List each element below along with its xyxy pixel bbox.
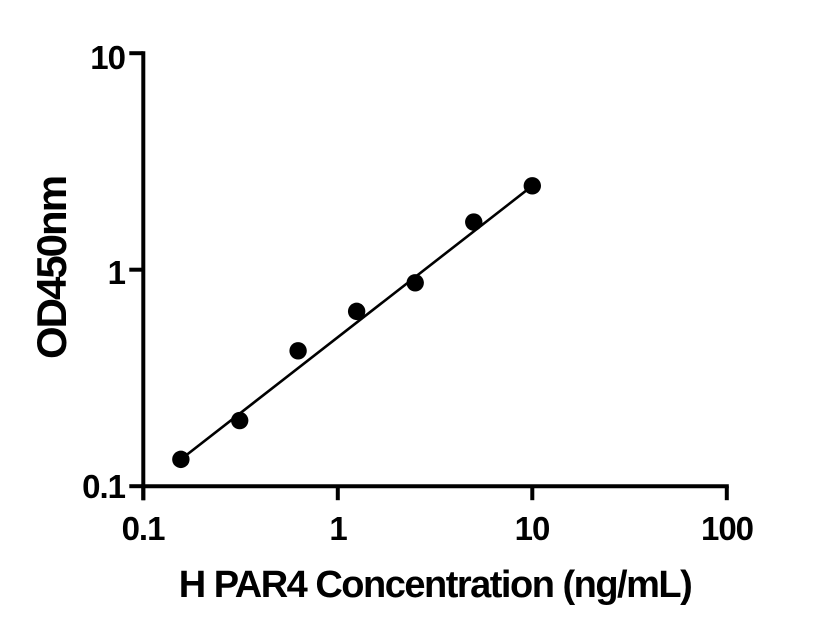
data-point [289,342,307,360]
x-axis-title: H PAR4 Concentration (ng/mL) [178,564,693,606]
x-tick-label-1: 1 [329,510,347,547]
y-tick-label-1: 1 [107,254,126,291]
x-tick-label-10: 10 [514,510,551,547]
data-point [465,213,483,231]
x-tick-label-100: 100 [700,510,754,547]
data-point [406,274,424,292]
y-tick-label-10: 10 [90,39,126,76]
data-point [172,450,190,469]
data-point [230,411,249,430]
data-point [523,177,541,195]
data-point [347,302,366,321]
x-tick-label-0.1: 0.1 [121,510,166,547]
y-axis-title: OD450nm [28,176,75,360]
y-tick-label-0.1: 0.1 [82,468,126,505]
